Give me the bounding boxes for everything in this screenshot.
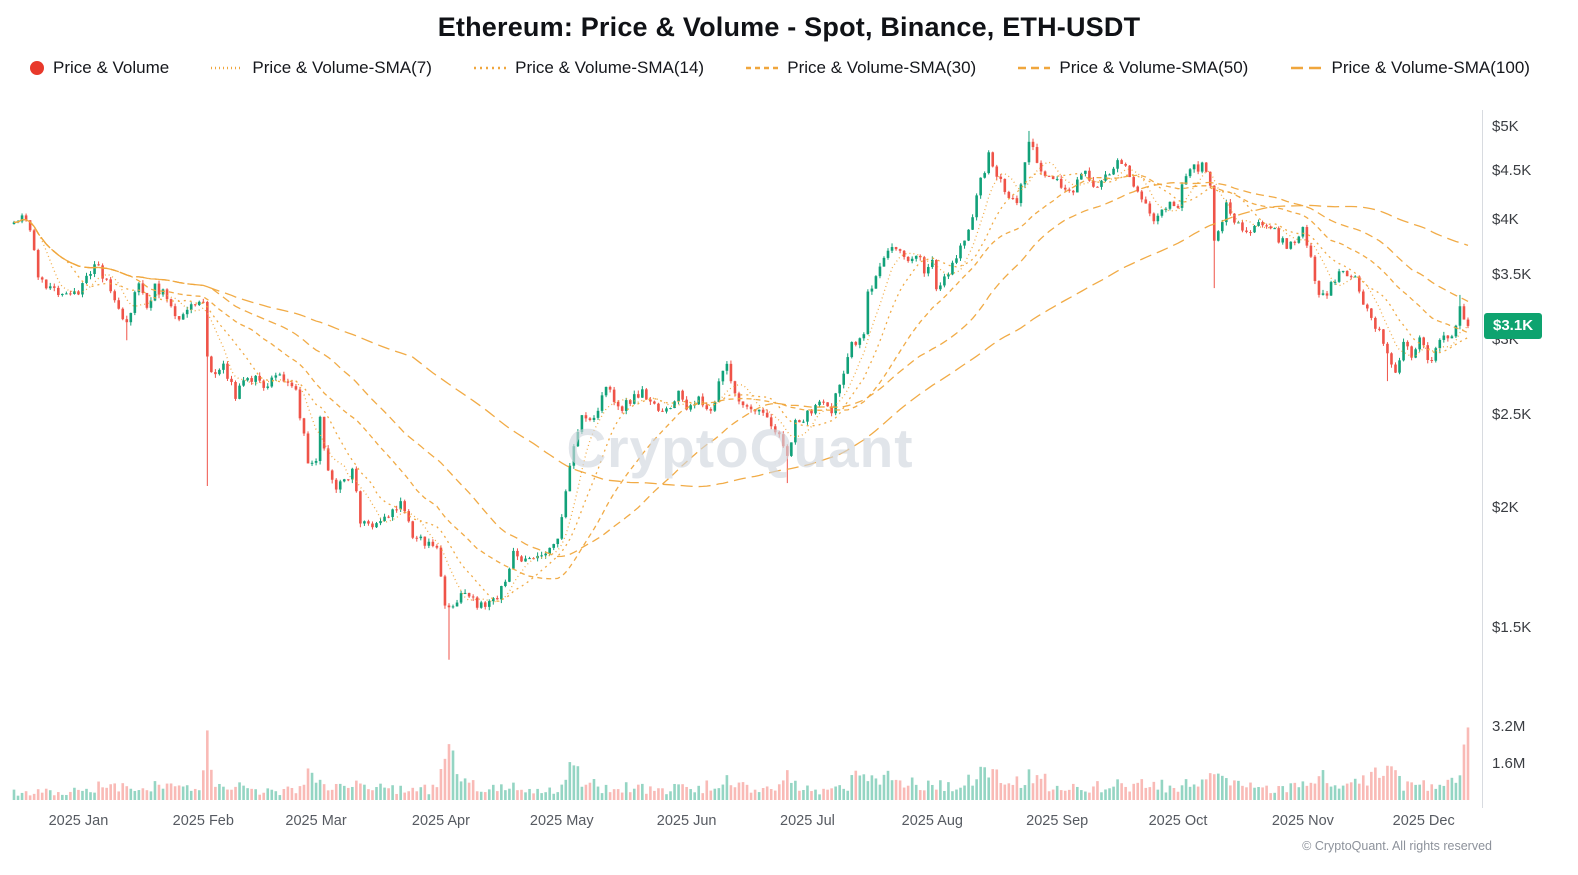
x-axis-label: 2025 May <box>529 813 594 829</box>
x-axis-label: 2025 Jul <box>780 813 835 829</box>
volume-axis-label: 3.2M <box>1492 718 1526 735</box>
current-price-badge: $3.1K <box>1484 312 1543 339</box>
x-axis-label: 2025 Jan <box>48 813 109 829</box>
sma-dash-icon <box>746 66 779 70</box>
legend-item-sma-50[interactable]: Price & Volume-SMA(50) <box>1018 58 1248 78</box>
price-volume-dot-icon <box>30 61 44 75</box>
legend-item-label: Price & Volume-SMA(100) <box>1331 58 1530 77</box>
legend-item-sma-7[interactable]: Price & Volume-SMA(7) <box>211 58 432 78</box>
price-axis-label: $3.5K <box>1492 266 1532 284</box>
legend-item-sma-30[interactable]: Price & Volume-SMA(30) <box>746 58 976 78</box>
price-axis-label: $4K <box>1492 210 1519 228</box>
price-axis-label: $1.5K <box>1492 619 1532 637</box>
volume-axis-label: 1.6M <box>1492 754 1526 772</box>
x-axis-label: 2025 Apr <box>411 813 470 829</box>
price-axis-label: $2.5K <box>1492 406 1532 424</box>
legend-item-label: Price & Volume-SMA(14) <box>515 58 705 77</box>
x-axis-label: 2025 Jun <box>656 813 717 829</box>
legend-item-label: Price & Volume-SMA(7) <box>252 58 432 77</box>
price-axis-label: $2K <box>1492 499 1519 517</box>
x-axis-label: 2025 Feb <box>172 813 234 829</box>
x-axis-label: 2025 Nov <box>1271 813 1334 829</box>
chart-legend: Price & Volume Price & Volume-SMA(7) Price… <box>30 58 1530 78</box>
legend-item-label: Price & Volume-SMA(30) <box>787 58 977 77</box>
x-axis-label: 2025 Mar <box>285 813 347 829</box>
x-axis-label: 2025 Sep <box>1026 813 1089 829</box>
x-axis-label: 2025 Oct <box>1148 813 1208 829</box>
price-axis-label: $5K <box>1492 118 1519 135</box>
x-axis-label: 2025 Aug <box>901 813 963 829</box>
legend-item-sma-100[interactable]: Price & Volume-SMA(100) <box>1290 58 1530 78</box>
sma-dash-icon <box>474 66 507 70</box>
price-axis-label: $4.5K <box>1492 161 1532 179</box>
page-title: Ethereum: Price & Volume - Spot, Binance… <box>437 12 1141 42</box>
copyright-footer: © CryptoQuant. All rights reserved <box>1302 839 1492 853</box>
legend-item-sma-14[interactable]: Price & Volume-SMA(14) <box>474 58 704 78</box>
legend-item-price-volume[interactable]: Price & Volume <box>30 58 169 78</box>
sma-dash-icon <box>211 66 244 70</box>
sma-dash-icon <box>1018 66 1051 70</box>
legend-item-label: Price & Volume <box>53 58 170 77</box>
sma-dash-icon <box>1290 66 1323 70</box>
legend-item-label: Price & Volume-SMA(50) <box>1059 58 1249 77</box>
x-axis-label: 2025 Dec <box>1392 813 1455 829</box>
